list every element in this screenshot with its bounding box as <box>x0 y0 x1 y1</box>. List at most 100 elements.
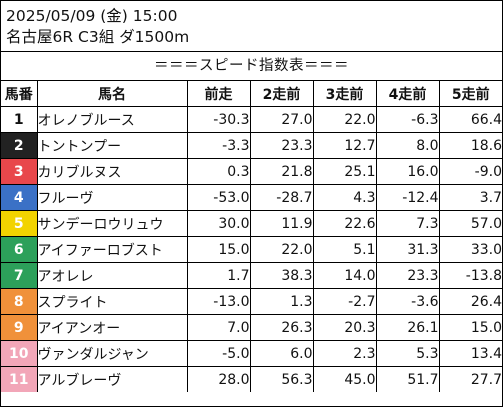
horse-name-cell: アイアンオー <box>36 314 188 341</box>
speed-index-cell: -28.7 <box>249 184 314 211</box>
speed-index-cell: 12.7 <box>312 132 377 159</box>
race-info: 名古屋6R C3組 ダ1500m <box>6 28 190 46</box>
speed-index-table: 馬番 馬名 前走 2走前 3走前 4走前 5走前 1 オレノブルース -30.3 27… <box>1 81 502 392</box>
col-header-horse-name: 馬名 <box>36 81 188 107</box>
horse-name-cell: アオレレ <box>36 262 188 289</box>
horse-number-cell: 3 <box>1 158 38 185</box>
horse-name-cell: トントンプー <box>36 132 188 159</box>
speed-index-cell: -13.8 <box>438 262 502 289</box>
speed-index-cell: 33.0 <box>438 236 502 263</box>
horse-number-cell: 1 <box>1 106 38 133</box>
speed-index-cell: 22.0 <box>249 236 314 263</box>
speed-index-cell: 3.7 <box>438 184 502 211</box>
horse-number-cell: 4 <box>1 184 38 211</box>
speed-index-cell: 8.0 <box>375 132 440 159</box>
speed-index-cell: 56.3 <box>249 366 314 392</box>
speed-index-cell: 15.0 <box>186 236 251 263</box>
horse-name-cell: オレノブルース <box>36 106 188 133</box>
speed-index-cell: 2.3 <box>312 340 377 367</box>
col-header-last-race: 前走 <box>186 81 251 107</box>
speed-index-cell: 6.0 <box>249 340 314 367</box>
horse-number-cell: 11 <box>1 366 38 392</box>
speed-index-cell: -30.3 <box>186 106 251 133</box>
horse-number-cell: 8 <box>1 288 38 315</box>
table-row: 7 アオレレ 1.7 38.3 14.0 23.3 -13.8 <box>1 262 502 289</box>
speed-index-cell: 21.8 <box>249 158 314 185</box>
speed-index-cell: 38.3 <box>249 262 314 289</box>
table-row: 2 トントンプー -3.3 23.3 12.7 8.0 18.6 <box>1 132 502 159</box>
speed-index-cell: 20.3 <box>312 314 377 341</box>
speed-index-cell: 5.3 <box>375 340 440 367</box>
horse-name-cell: アイファーロブスト <box>36 236 188 263</box>
header-row: 馬番 馬名 前走 2走前 3走前 4走前 5走前 <box>1 81 502 107</box>
speed-index-cell: -13.0 <box>186 288 251 315</box>
table-row: 9 アイアンオー 7.0 26.3 20.3 26.1 15.0 <box>1 314 502 341</box>
speed-index-cell: 0.3 <box>186 158 251 185</box>
speed-index-cell: 26.1 <box>375 314 440 341</box>
speed-index-cell: 26.3 <box>249 314 314 341</box>
speed-index-cell: 15.0 <box>438 314 502 341</box>
speed-index-cell: 25.1 <box>312 158 377 185</box>
horse-number-cell: 9 <box>1 314 38 341</box>
speed-index-cell: 18.6 <box>438 132 502 159</box>
speed-index-cell: 1.7 <box>186 262 251 289</box>
horse-name-cell: フルーヴ <box>36 184 188 211</box>
speed-index-cell: 7.3 <box>375 210 440 237</box>
horse-name-cell: サンデーロウリュウ <box>36 210 188 237</box>
horse-name-cell: カリブルヌス <box>36 158 188 185</box>
horse-number-cell: 5 <box>1 210 38 237</box>
table-subtitle: ＝＝＝スピード指数表＝＝＝ <box>1 52 502 81</box>
col-header-4-races-ago: 4走前 <box>375 81 440 107</box>
speed-index-cell: -5.0 <box>186 340 251 367</box>
speed-index-cell: 28.0 <box>186 366 251 392</box>
horse-name-cell: ヴァンダルジャン <box>36 340 188 367</box>
table-row: 1 オレノブルース -30.3 27.0 22.0 -6.3 66.4 <box>1 106 502 133</box>
speed-index-cell: 30.0 <box>186 210 251 237</box>
speed-index-cell: 13.4 <box>438 340 502 367</box>
speed-index-cell: 11.9 <box>249 210 314 237</box>
race-date: 2025/05/09 (金) 15:00 <box>6 7 178 25</box>
horse-number-cell: 2 <box>1 132 38 159</box>
table-row: 5 サンデーロウリュウ 30.0 11.9 22.6 7.3 57.0 <box>1 210 502 237</box>
table-row: 6 アイファーロブスト 15.0 22.0 5.1 31.3 33.0 <box>1 236 502 263</box>
speed-index-cell: 14.0 <box>312 262 377 289</box>
speed-index-cell: 27.7 <box>438 366 502 392</box>
speed-index-cell: 31.3 <box>375 236 440 263</box>
speed-index-cell: -3.6 <box>375 288 440 315</box>
table-row: 3 カリブルヌス 0.3 21.8 25.1 16.0 -9.0 <box>1 158 502 185</box>
speed-index-cell: 26.4 <box>438 288 502 315</box>
col-header-5-races-ago: 5走前 <box>438 81 502 107</box>
col-header-2-races-ago: 2走前 <box>249 81 314 107</box>
speed-index-cell: 22.6 <box>312 210 377 237</box>
speed-index-cell: 4.3 <box>312 184 377 211</box>
table-row: 10 ヴァンダルジャン -5.0 6.0 2.3 5.3 13.4 <box>1 340 502 367</box>
speed-index-cell: 57.0 <box>438 210 502 237</box>
speed-index-cell: 22.0 <box>312 106 377 133</box>
speed-index-cell: 27.0 <box>249 106 314 133</box>
table-row: 11 アルブレーヴ 28.0 56.3 45.0 51.7 27.7 <box>1 366 502 392</box>
speed-index-cell: 7.0 <box>186 314 251 341</box>
horse-number-cell: 6 <box>1 236 38 263</box>
col-header-number: 馬番 <box>1 81 38 107</box>
table-row: 4 フルーヴ -53.0 -28.7 4.3 -12.4 3.7 <box>1 184 502 211</box>
speed-index-cell: -6.3 <box>375 106 440 133</box>
horse-name-cell: アルブレーヴ <box>36 366 188 392</box>
speed-index-cell: -3.3 <box>186 132 251 159</box>
horse-number-cell: 10 <box>1 340 38 367</box>
table-row: 8 スプライト -13.0 1.3 -2.7 -3.6 26.4 <box>1 288 502 315</box>
horse-name-cell: スプライト <box>36 288 188 315</box>
col-header-3-races-ago: 3走前 <box>312 81 377 107</box>
speed-index-cell: 16.0 <box>375 158 440 185</box>
speed-index-cell: 45.0 <box>312 366 377 392</box>
speed-index-cell: -12.4 <box>375 184 440 211</box>
speed-index-cell: -9.0 <box>438 158 502 185</box>
speed-index-cell: 1.3 <box>249 288 314 315</box>
speed-index-cell: 5.1 <box>312 236 377 263</box>
speed-index-cell: 23.3 <box>249 132 314 159</box>
race-header: 2025/05/09 (金) 15:00 名古屋6R C3組 ダ1500m <box>1 1 502 52</box>
horse-number-cell: 7 <box>1 262 38 289</box>
speed-index-cell: 51.7 <box>375 366 440 392</box>
speed-index-cell: 66.4 <box>438 106 502 133</box>
speed-index-cell: -53.0 <box>186 184 251 211</box>
